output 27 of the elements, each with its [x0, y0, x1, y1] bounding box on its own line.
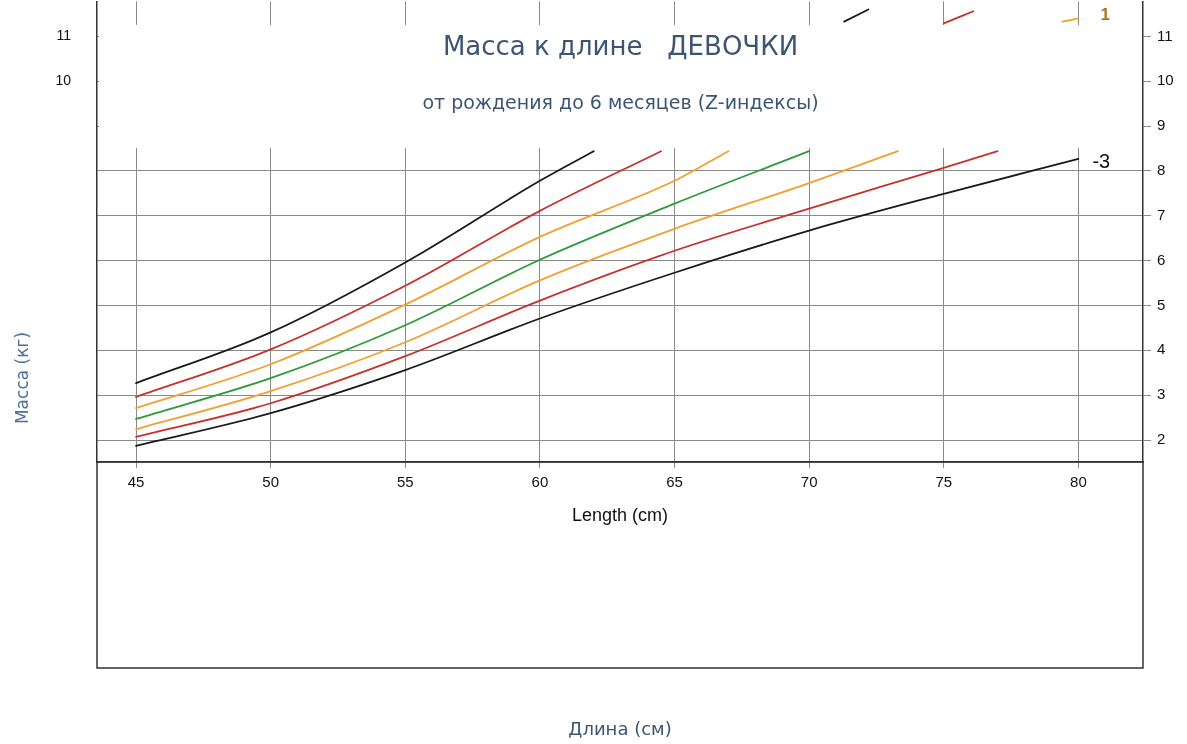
- x-tick-label: 45: [127, 473, 145, 491]
- x-tick-label: 65: [666, 473, 683, 491]
- x-tick-label: 80: [1070, 473, 1087, 491]
- y2-tick-label: 3: [1157, 385, 1166, 403]
- y2-tick-label: 7: [1157, 205, 1166, 223]
- y2-tick-label: 4: [1157, 340, 1166, 358]
- annotation: -3: [1092, 150, 1111, 173]
- y2-tick-label: 9: [1157, 116, 1166, 134]
- line-series: [135, 150, 730, 410]
- y2-tick-label: 11: [1157, 26, 1173, 44]
- line-series: [135, 150, 595, 384]
- y2-tick-label: 8: [1157, 161, 1166, 179]
- x-axis-title: Length (cm): [571, 504, 669, 525]
- y2-tick-label: 5: [1157, 295, 1166, 313]
- y2-tick-label: 10: [1157, 71, 1174, 89]
- x-tick-label: 55: [396, 473, 414, 491]
- y2-tick-label: 6: [1157, 250, 1166, 268]
- y2-tick-label: 2: [1157, 430, 1166, 448]
- y-axis-title: Масса (кг): [12, 330, 32, 427]
- x-tick-label: 50: [262, 473, 279, 491]
- x-tick-label: 60: [531, 473, 549, 491]
- x-tick-label: 70: [800, 473, 818, 491]
- line-series: [135, 150, 662, 398]
- series-label: 1: [1100, 5, 1110, 25]
- text: Длина (см): [568, 717, 672, 739]
- x-tick-label: 75: [935, 473, 953, 491]
- title-panel: Масса к длине ДЕВОЧКИ от рождения до 6 месяцев (Z-индексы): [99, 25, 1142, 148]
